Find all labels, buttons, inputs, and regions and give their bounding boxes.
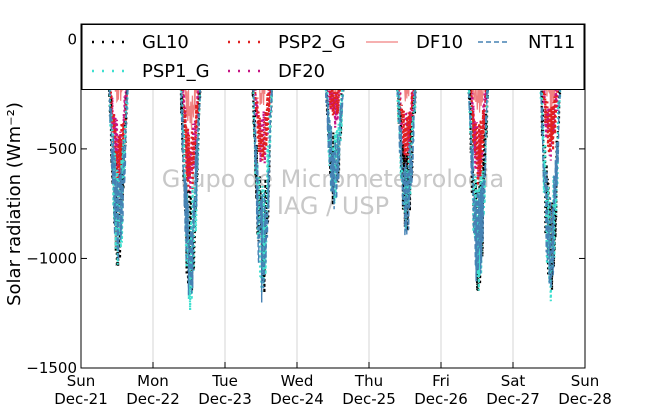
legend-label-psp2_g: PSP2_G xyxy=(278,32,346,53)
legend-label-df10: DF10 xyxy=(416,32,463,53)
x-tick-weekday: Wed xyxy=(281,372,314,390)
x-tick-date: Dec-21 xyxy=(54,390,108,408)
legend: GL10 PSP1_G PSP2_G DF10 DF20 NT11 xyxy=(81,24,585,90)
x-tick-weekday: Sat xyxy=(501,372,526,390)
legend-label-df20: DF20 xyxy=(278,61,325,82)
x-tick-weekday: Thu xyxy=(354,372,383,390)
series-line-nt11 xyxy=(176,38,203,296)
legend-label-gl10: GL10 xyxy=(142,32,189,53)
legend-frame xyxy=(81,24,585,90)
y-axis-label: Solar radiation (Wm⁻²) xyxy=(4,102,25,306)
series-line-nt11 xyxy=(536,38,563,288)
series-line-nt11 xyxy=(248,38,275,303)
legend-label-nt11: NT11 xyxy=(528,32,575,53)
x-tick-date: Dec-22 xyxy=(126,390,180,408)
x-tick-date: Dec-27 xyxy=(486,390,540,408)
x-tick-date: Dec-24 xyxy=(270,390,324,408)
legend-label-psp1_g: PSP1_G xyxy=(142,61,210,82)
x-tick-date: Dec-26 xyxy=(414,390,468,408)
series-line-nt11 xyxy=(392,38,419,236)
x-tick-date: Dec-28 xyxy=(558,390,612,408)
y-axis: 0 −500 −1000 −1500 xyxy=(26,30,585,377)
x-tick-weekday: Fri xyxy=(432,372,450,390)
series-line-nt11 xyxy=(464,38,491,282)
x-tick-date: Dec-23 xyxy=(198,390,252,408)
series-line-psp1_g xyxy=(320,38,348,204)
x-tick-weekday: Tue xyxy=(211,372,238,390)
x-tick-weekday: Mon xyxy=(137,372,169,390)
y-tick-label: 0 xyxy=(67,30,77,48)
x-tick-weekday: Sun xyxy=(571,372,600,390)
y-tick-label: −1000 xyxy=(26,249,77,267)
y-tick-label: −1500 xyxy=(26,359,77,377)
series-line-nt11 xyxy=(104,38,131,261)
series-line-psp2_g xyxy=(176,38,204,194)
series-nt11 xyxy=(104,38,563,303)
y-tick-label: −500 xyxy=(36,140,77,158)
x-axis: SunDec-21MonDec-22TueDec-23WedDec-24ThuD… xyxy=(54,24,612,408)
x-tick-weekday: Sun xyxy=(67,372,96,390)
x-tick-date: Dec-25 xyxy=(342,390,396,408)
